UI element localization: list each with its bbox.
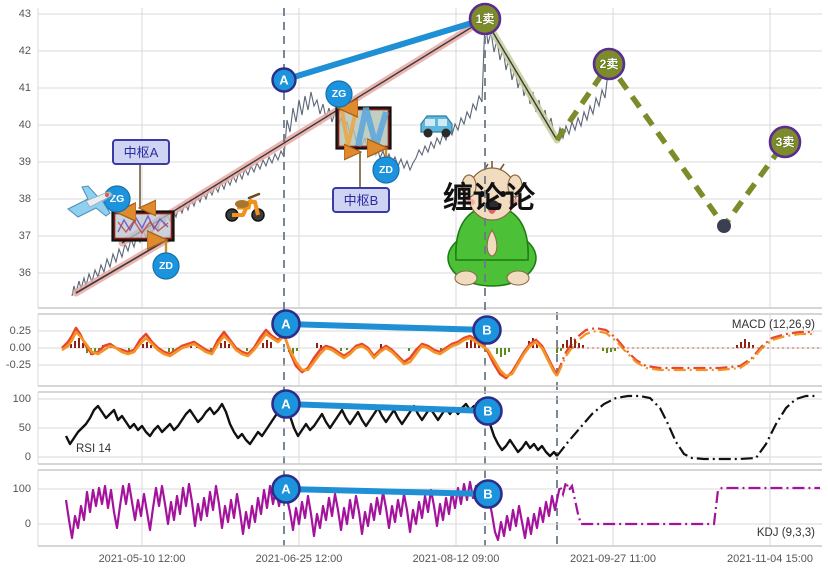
sell-point-2-label: 2卖 [600,56,619,71]
price-ytick-40: 40 [19,119,31,131]
vertical-cursors [283,8,558,546]
car-icon [420,115,453,138]
sell-point-3-label: 3卖 [776,134,795,149]
price-y-axis: 43 42 41 40 39 38 37 36 [19,8,31,279]
kdj-y-axis: 100 0 [13,483,31,530]
zhongshu-b-title: 中枢B [344,193,379,208]
xtick-3: 2021-08-12 09:00 [413,553,500,565]
projection-low-point [717,219,731,233]
rsi-ytick-50: 50 [19,422,31,434]
zhongshu-a-label-box[interactable]: 中枢A [112,139,170,208]
watermark-text: 缠论 [443,181,504,215]
price-ytick-38: 38 [19,193,31,205]
divergence-marker-macd-a[interactable]: A [271,309,301,339]
xtick-5: 2021-11-04 15:00 [727,553,813,565]
kdj-indicator-label: KDJ (9,3,3) [757,527,815,539]
kdj-ytick-0: 0 [25,518,31,530]
sell-point-1[interactable]: 1卖 [468,2,502,36]
airplane-icon [67,185,114,218]
kdj-ytick-100: 100 [13,483,31,495]
macd-y-axis: 0.25 0.00 -0.25 [6,325,31,371]
zhongshu-a-zd-label: ZD [159,260,173,272]
divergence-marker-price-a-label: A [279,73,289,88]
scooter-icon [225,192,265,222]
price-ytick-37: 37 [19,230,31,242]
price-ytick-41: 41 [19,82,31,94]
divergence-link-price [281,16,488,83]
divergence-marker-price-a[interactable]: A [271,67,297,93]
zhongshu-b-zg-marker[interactable]: ZG [325,80,352,108]
divergence-marker-kdj-b-label: B [483,487,492,502]
x-axis: 2021-05-10 12:00 2021-06-25 12:00 2021-0… [99,553,813,565]
sell-point-3[interactable]: 3卖 [768,125,802,159]
divergence-marker-kdj-a[interactable]: A [271,474,301,504]
price-panel-grid [37,8,822,309]
divergence-marker-kdj-b[interactable]: B [473,479,503,509]
divergence-marker-rsi-a-label: A [281,397,291,412]
zhongshu-a-title: 中枢A [124,145,159,160]
macd-ytick-000: 0.00 [10,342,31,354]
zhongshu-a-zd-marker[interactable]: ZD [153,240,180,280]
macd-histogram-projection [562,337,754,353]
price-ytick-39: 39 [19,156,31,168]
divergence-marker-macd-b-label: B [482,323,491,338]
divergence-marker-kdj-a-label: A [281,482,291,497]
xtick-4: 2021-09-27 11:00 [570,553,656,565]
zhongshu-b-zd-marker[interactable]: ZD [373,148,400,184]
price-ytick-36: 36 [19,267,31,279]
macd-ytick-025: 0.25 [10,325,31,337]
rsi-panel-grid [37,391,822,465]
divergence-link-macd [283,321,490,333]
divergence-marker-macd-b[interactable]: B [472,315,502,345]
zhongshu-b-box[interactable] [335,106,392,158]
divergence-link-rsi [283,401,491,414]
divergence-link-kdj [283,486,491,497]
price-ytick-43: 43 [19,8,31,20]
kdj-series [64,478,820,542]
divergence-marker-rsi-b-label: B [483,404,492,419]
xtick-1: 2021-05-10 12:00 [99,553,186,565]
zhongshu-b-label-box[interactable]: 中枢B [332,152,390,213]
zhongshu-b-zd-label: ZD [379,164,393,176]
zhongshu-b-zg-label: ZG [332,88,347,100]
zhongshu-a-box[interactable] [111,210,175,242]
divergence-marker-rsi-b[interactable]: B [473,396,503,426]
chan-monk-watermark [447,161,537,287]
sell-point-1-label: 1卖 [476,11,495,26]
divergence-marker-rsi-a[interactable]: A [271,389,301,419]
macd-ytick-neg025: -0.25 [6,359,31,371]
rsi-y-axis: 100 50 0 [13,393,31,463]
sell-point-2[interactable]: 2卖 [592,47,626,81]
macd-indicator-label: MACD (12,26,9) [732,319,815,331]
rsi-ytick-0: 0 [25,451,31,463]
rsi-indicator-label: RSI 14 [76,443,112,455]
price-ytick-42: 42 [19,45,31,57]
macd-series [61,326,822,380]
watermark-text-2: 论 [505,182,536,215]
zhongshu-a-zg-label: ZG [110,193,125,205]
rsi-ytick-100: 100 [13,393,31,405]
divergence-marker-macd-a-label: A [281,317,291,332]
xtick-2: 2021-06-25 12:00 [256,553,343,565]
